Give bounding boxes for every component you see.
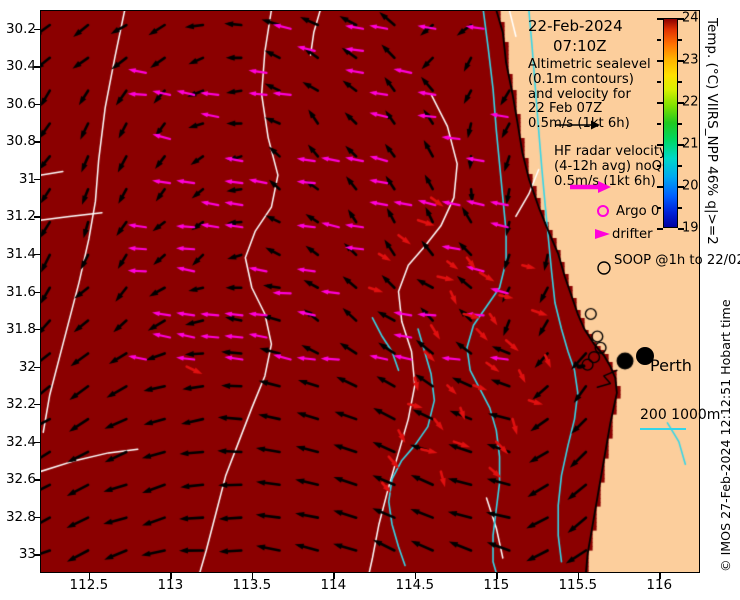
y-tick-label: 31.6 [5,283,36,300]
annotation-time: 07:10Z [553,37,607,55]
x-tick-label: 114 [320,577,347,593]
colorbar-minor-tick [657,165,661,167]
x-tick [170,573,172,579]
colorbar-gradient [664,19,677,227]
colorbar-tick [678,18,684,20]
y-tick [34,479,40,481]
colorbar-title: Temp. (°C) VIIRS_NPP 46% q|>=2 [704,18,720,245]
colorbar-minor-tick [678,207,682,209]
x-tick [659,573,661,579]
y-tick [34,329,40,331]
y-tick [34,253,40,256]
y-tick-label: 31.2 [5,208,36,225]
y-tick-label: 30.8 [5,133,36,150]
x-tick [333,573,335,579]
y-tick [34,103,40,106]
y-tick [34,516,40,519]
colorbar-tick [657,102,663,104]
y-tick [34,28,40,31]
y-tick [34,291,40,293]
legend-label-argo: Argo 0 [616,204,660,219]
colorbar-minor-tick [657,123,661,125]
argo-marker-icon [597,205,609,217]
y-tick [34,66,40,68]
x-tick [251,573,254,579]
y-tick-label: 30.2 [5,20,36,37]
y-tick [34,141,40,143]
legend-label-drifter: drifter [612,227,653,242]
x-tick-label: 113.5 [232,577,272,593]
colorbar-tick-label: 22 [682,94,699,110]
y-tick-label: 33 [18,546,36,563]
annotation-date: 22-Feb-2024 [528,17,623,35]
y-tick-label: 32.4 [5,433,36,450]
colorbar-tick [678,60,684,62]
bathymetry-scale-label: 200 1000m [640,407,721,423]
altimetric-scale-arrow-icon [555,120,600,130]
x-tick-label: 113 [157,577,184,593]
legend-label-soop: SOOP @1h to 22/02 09Z [614,253,740,268]
y-tick-label: 32.2 [5,396,36,413]
perth-city-marker-icon [636,347,654,365]
x-tick-label: 114.5 [395,577,435,593]
x-tick [414,573,417,579]
colorbar-minor-tick [657,207,661,209]
overlay-vectors-layer [40,10,700,573]
colorbar-minor-tick [678,165,682,167]
colorbar-minor-tick [678,39,682,41]
colorbar-tick [657,186,663,188]
y-tick [34,404,40,406]
colorbar-tick-label: 23 [682,52,699,68]
colorbar-tick [678,102,684,104]
y-tick-label: 30.6 [5,95,36,112]
colorbar-tick [678,186,684,188]
hf-radar-scale-arrow-icon [570,181,611,193]
soop-marker-icon [597,261,611,275]
colorbar-minor-tick [678,123,682,125]
bathymetry-scale-line [640,428,686,431]
annotation-altimetric-description: Altimetric sealevel (0.1m contours) and … [528,57,651,132]
x-tick-label: 115.5 [558,577,598,593]
colorbar-minor-tick [657,39,661,41]
y-tick-label: 32 [18,358,36,375]
colorbar-tick-label: 19 [682,220,699,236]
y-tick-label: 32.8 [5,508,36,525]
colorbar-tick [657,18,663,20]
x-tick [577,573,580,579]
colorbar-minor-tick [657,81,661,83]
colorbar-tick-label: 24 [682,10,699,26]
y-tick-label: 31.4 [5,245,36,262]
colorbar-tick-label: 21 [682,136,699,152]
colorbar [663,18,678,228]
y-tick [34,441,40,444]
drifter-marker-icon [595,229,610,239]
colorbar-tick-label: 20 [682,178,699,194]
copyright-credit: © IMOS 27-Feb-2024 12:12:51 Hobart time [718,299,733,572]
colorbar-minor-tick [678,81,682,83]
colorbar-tick [678,228,684,230]
x-tick [88,573,91,579]
x-tick-label: 116 [646,577,673,593]
x-tick-label: 112.5 [69,577,109,593]
x-tick [496,573,498,579]
y-tick [34,216,40,218]
x-tick-label: 115 [483,577,510,593]
y-tick [34,366,40,368]
map-plot-area[interactable] [40,10,700,573]
colorbar-tick [657,60,663,62]
y-tick-label: 31 [18,170,36,187]
colorbar-tick [657,144,663,146]
colorbar-tick [678,144,684,146]
y-tick [34,554,40,556]
y-tick-label: 31.8 [5,321,36,338]
colorbar-tick [657,228,663,230]
y-tick [34,178,40,181]
y-tick-label: 30.4 [5,58,36,75]
y-tick-label: 32.6 [5,471,36,488]
place-label-perth: Perth [650,356,692,375]
